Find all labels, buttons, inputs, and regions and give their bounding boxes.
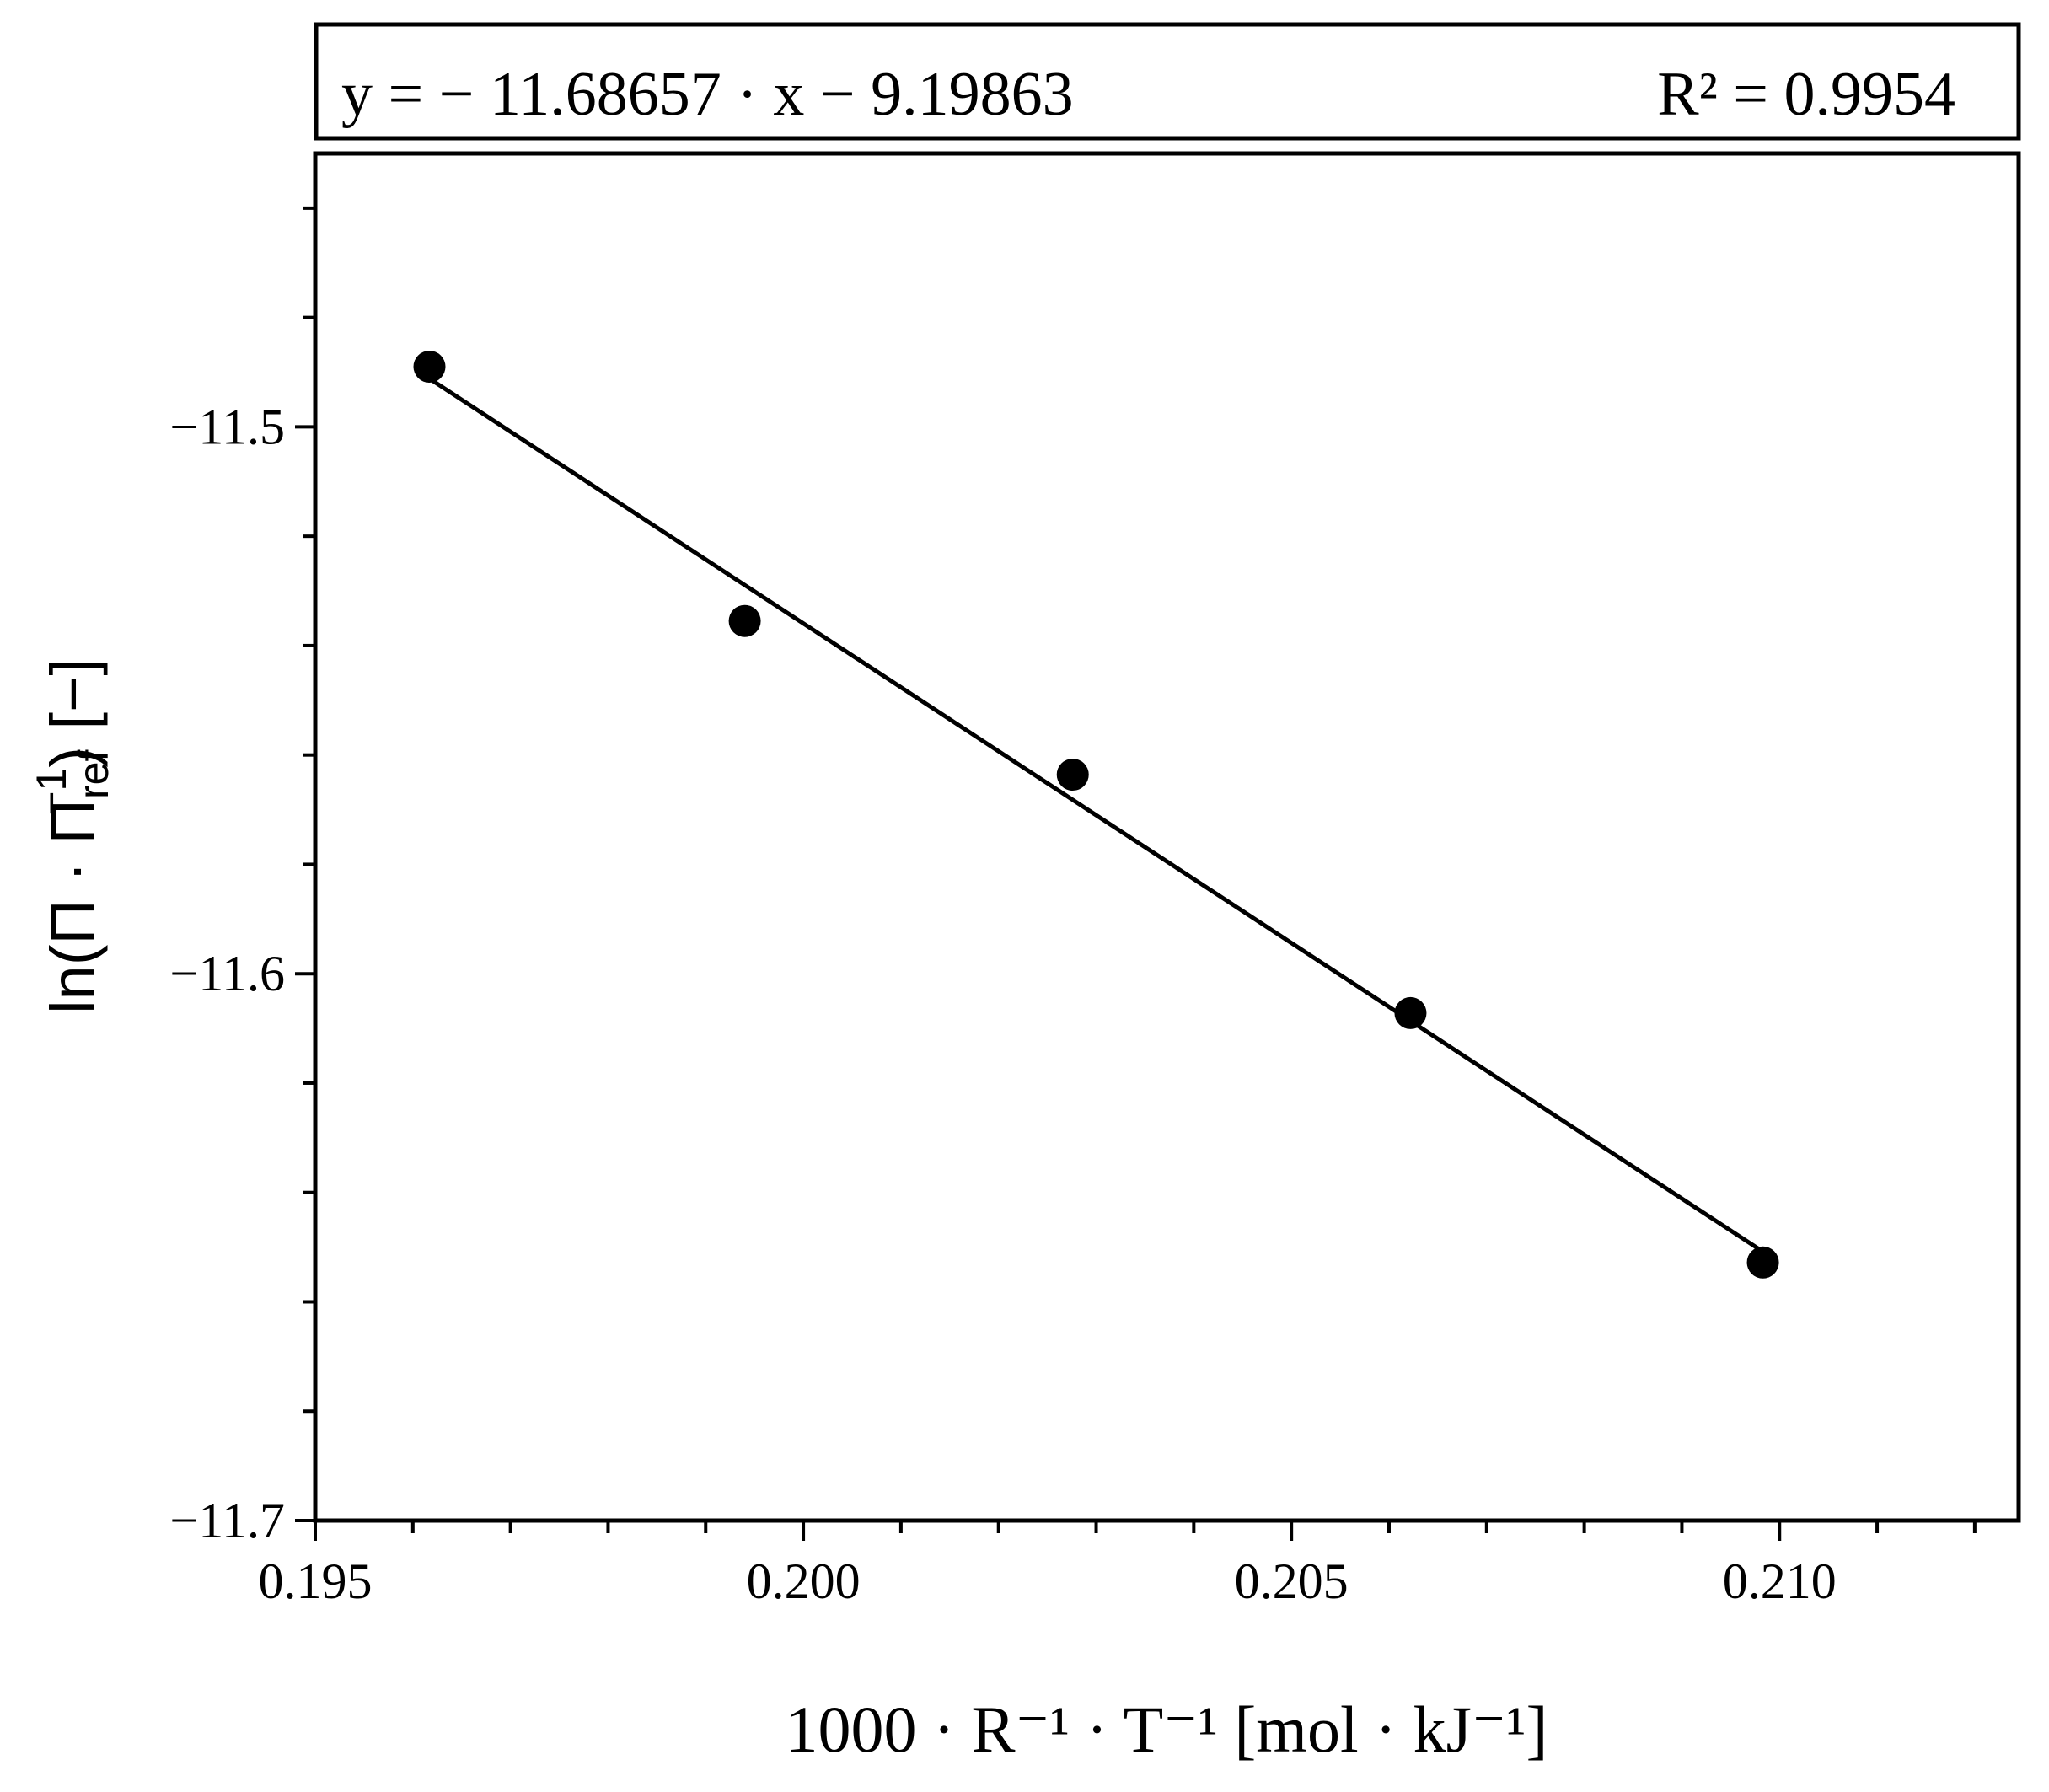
x-axis-title: 1000 · R⁻¹ · T⁻¹ [mol · kJ⁻¹] xyxy=(786,1693,1548,1766)
plot-frame xyxy=(313,151,2021,1523)
y-title-end: ) [−] xyxy=(38,658,108,768)
equation: y = − 11.68657 · x − 9.19863 xyxy=(341,60,1074,129)
y-title-sub: ref xyxy=(70,750,117,799)
y-title-sup: −1 xyxy=(28,768,75,816)
y-title-main: ln(Π · Π xyxy=(38,799,108,1014)
x-tick-label: 0.210 xyxy=(1723,1553,1837,1609)
equation-box xyxy=(314,22,2021,141)
x-tick-label: 0.195 xyxy=(259,1553,373,1609)
x-tick-label: 0.200 xyxy=(747,1553,861,1609)
data-point xyxy=(728,604,761,637)
y-axis-title: ln(Π · Πref−1) [−] xyxy=(28,658,117,1014)
data-point xyxy=(1394,996,1427,1029)
fit-line xyxy=(428,377,1764,1254)
data-point xyxy=(1746,1246,1779,1279)
data-point xyxy=(1056,759,1089,791)
data-point xyxy=(413,351,446,384)
x-tick-label: 0.205 xyxy=(1235,1553,1349,1609)
r-squared: R² = 0.9954 xyxy=(1657,60,1955,129)
y-tick-label: −11.6 xyxy=(169,946,285,1001)
y-tick-label: −11.5 xyxy=(169,399,285,454)
y-tick-label: −11.7 xyxy=(169,1493,285,1548)
